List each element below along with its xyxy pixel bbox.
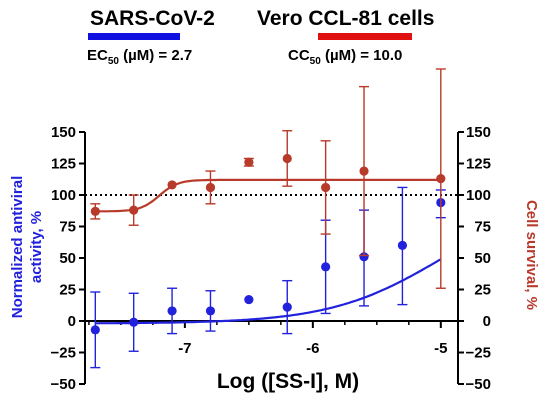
viability-fit-curve bbox=[95, 178, 441, 213]
legend-virus-metric: EC50 (µM) = 2.7 bbox=[87, 47, 192, 67]
plot-area bbox=[90, 68, 446, 369]
viability-point bbox=[321, 182, 331, 193]
antiviral-point bbox=[167, 306, 177, 316]
y-axis-left-title: Normalized antiviral activity, % bbox=[9, 176, 45, 319]
y-left-tick-label: −25 bbox=[51, 345, 76, 362]
y-left-tick-label: 25 bbox=[59, 282, 76, 299]
axes: −50 −50 −25 −25 0 0 25 25 50 50 75 75 100 100 125 125 15… bbox=[51, 124, 491, 393]
ec50-sub: 50 bbox=[108, 56, 120, 67]
antiviral-point bbox=[282, 302, 292, 312]
cc50-sub: 50 bbox=[310, 56, 322, 67]
y-right-tick-label: 50 bbox=[474, 250, 491, 267]
antiviral-point bbox=[205, 306, 216, 316]
y-left-title-line1: Normalized antiviral bbox=[9, 176, 26, 319]
y-left-title-line2: activity, % bbox=[28, 211, 45, 283]
x-tick-label: -7 bbox=[178, 340, 191, 357]
legend-cells-metric: CC50 (µM) = 10.0 bbox=[288, 47, 402, 67]
viability-point bbox=[167, 180, 177, 190]
y-left-tick-label: −50 bbox=[51, 376, 76, 393]
y-right-tick-label: −25 bbox=[466, 345, 491, 362]
viability-point bbox=[359, 166, 369, 176]
y-left-tick-label: 75 bbox=[59, 219, 76, 236]
legend-virus-swatch bbox=[88, 33, 180, 40]
viability-point bbox=[436, 174, 446, 184]
antiviral-point bbox=[244, 294, 254, 305]
viability-point bbox=[90, 206, 100, 216]
viability-point bbox=[205, 182, 216, 193]
y-left-tick-label: 0 bbox=[68, 313, 76, 330]
cc50-suffix: (µM) = 10.0 bbox=[321, 47, 403, 64]
y-left-tick-label: 100 bbox=[51, 187, 76, 204]
x-tick-label: -5 bbox=[434, 340, 447, 357]
ec50-suffix: (µM) = 2.7 bbox=[119, 47, 192, 64]
antiviral-point bbox=[397, 240, 408, 250]
y-right-tick-label: 75 bbox=[474, 219, 491, 236]
ec50-prefix: EC bbox=[87, 47, 108, 64]
x-axis-title: Log ([SS-I], M) bbox=[217, 370, 359, 393]
viability-point bbox=[129, 205, 139, 215]
y-left-tick-label: 50 bbox=[59, 250, 76, 267]
viability-point bbox=[244, 157, 254, 167]
y-right-tick-label: 25 bbox=[474, 282, 491, 299]
y-right-tick-label: 125 bbox=[466, 156, 491, 173]
y-left-tick-label: 150 bbox=[51, 124, 76, 141]
y-axis-right-title: Cell survival, % bbox=[523, 200, 540, 310]
legend-virus-title: SARS-CoV-2 bbox=[90, 7, 215, 30]
antiviral-point bbox=[90, 325, 100, 335]
legend-cells-swatch bbox=[318, 33, 412, 40]
antiviral-fit-curve bbox=[95, 258, 442, 325]
y-right-tick-label: 100 bbox=[466, 187, 491, 204]
cc50-prefix: CC bbox=[288, 47, 310, 64]
antiviral-point bbox=[359, 252, 369, 262]
y-left-tick-label: 125 bbox=[51, 156, 76, 173]
legend-cells-title: Vero CCL-81 cells bbox=[257, 7, 434, 30]
y-right-tick-label: −50 bbox=[466, 376, 491, 393]
x-tick-label: -6 bbox=[306, 340, 319, 357]
antiviral-point bbox=[321, 262, 331, 272]
viability-point bbox=[282, 153, 292, 164]
antiviral-point bbox=[129, 317, 139, 327]
y-right-tick-label: 0 bbox=[483, 313, 491, 330]
y-right-tick-label: 150 bbox=[466, 124, 491, 141]
